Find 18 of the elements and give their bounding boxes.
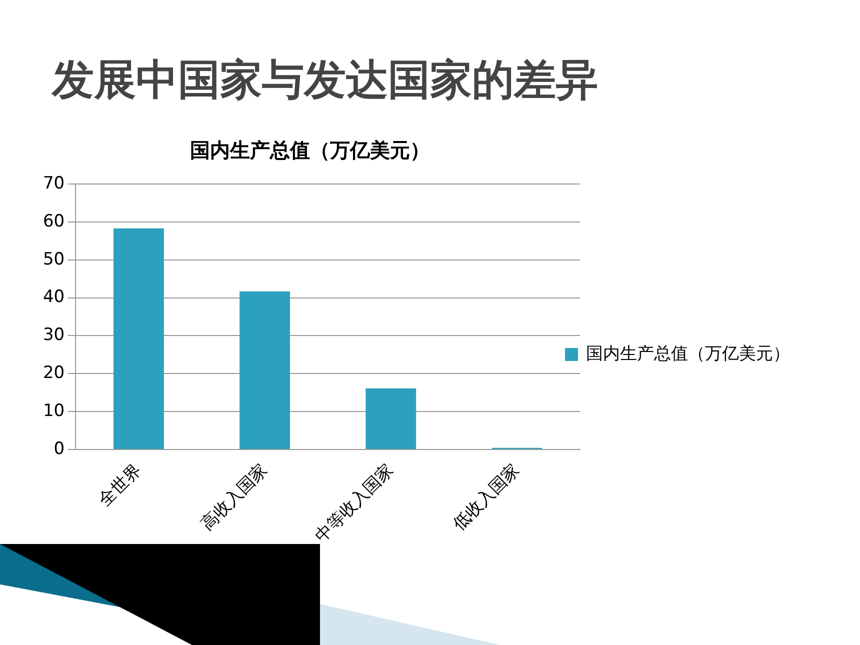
- bar: [113, 228, 164, 449]
- y-tick-label: 70: [42, 173, 65, 194]
- bar: [366, 388, 416, 449]
- legend-label: 国内生产总值（万亿美元）: [586, 343, 790, 366]
- y-tick-label: 60: [42, 211, 65, 232]
- y-tick-label: 50: [42, 249, 65, 270]
- x-tick-label: 全世界: [95, 460, 146, 510]
- y-tick-label: 20: [42, 363, 65, 384]
- chart-title: 发展中国家与发达国家的差异: [52, 54, 598, 106]
- y-tick-label: 0: [54, 438, 65, 459]
- bar: [240, 291, 290, 449]
- y-tick-label: 30: [42, 325, 65, 346]
- x-tick-label: 低收入国家: [449, 460, 524, 534]
- x-tick-label: 中等收入国家: [311, 460, 398, 546]
- chart-subtitle: 国内生产总值（万亿美元）: [190, 138, 430, 162]
- y-tick-label: 40: [42, 287, 65, 308]
- x-tick-label: 高收入国家: [197, 460, 272, 534]
- y-tick-label: 10: [42, 400, 65, 421]
